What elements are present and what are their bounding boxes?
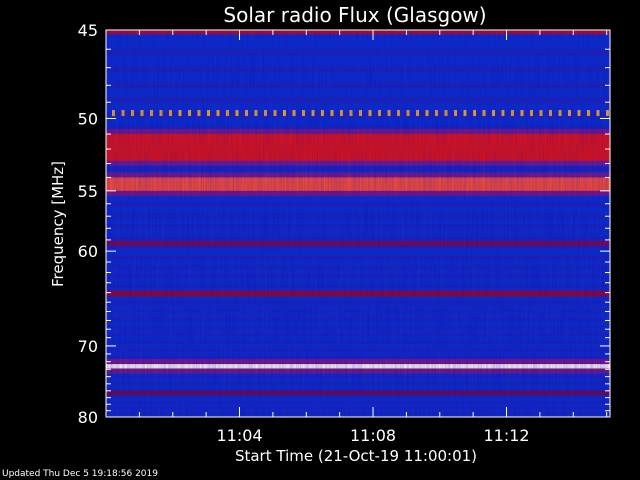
x-tick-label: 11:04 bbox=[216, 426, 262, 445]
x-tick-label: 11:08 bbox=[350, 426, 396, 445]
y-tick-label: 50 bbox=[78, 109, 98, 128]
x-tick-label: 11:12 bbox=[483, 426, 529, 445]
y-axis: 45 50 55 60 70 80 bbox=[78, 21, 610, 427]
x-axis-label: Start Time (21-Oct-19 11:00:01) bbox=[235, 447, 477, 465]
y-tick-label: 60 bbox=[78, 242, 98, 261]
y-axis-label: Frequency [MHz] bbox=[49, 161, 67, 287]
y-tick-label: 55 bbox=[78, 182, 98, 201]
plot-frame bbox=[105, 29, 611, 418]
plot-area bbox=[106, 30, 610, 417]
noise-texture bbox=[106, 30, 610, 417]
chart-title: Solar radio Flux (Glasgow) bbox=[223, 3, 486, 27]
y-tick-label: 80 bbox=[78, 408, 98, 427]
x-axis: 11:04 11:08 11:12 bbox=[138, 30, 608, 445]
y-tick-label: 45 bbox=[78, 21, 98, 40]
updated-timestamp: Updated Thu Dec 5 19:18:56 2019 bbox=[2, 469, 158, 479]
y-tick-label: 70 bbox=[78, 337, 98, 356]
